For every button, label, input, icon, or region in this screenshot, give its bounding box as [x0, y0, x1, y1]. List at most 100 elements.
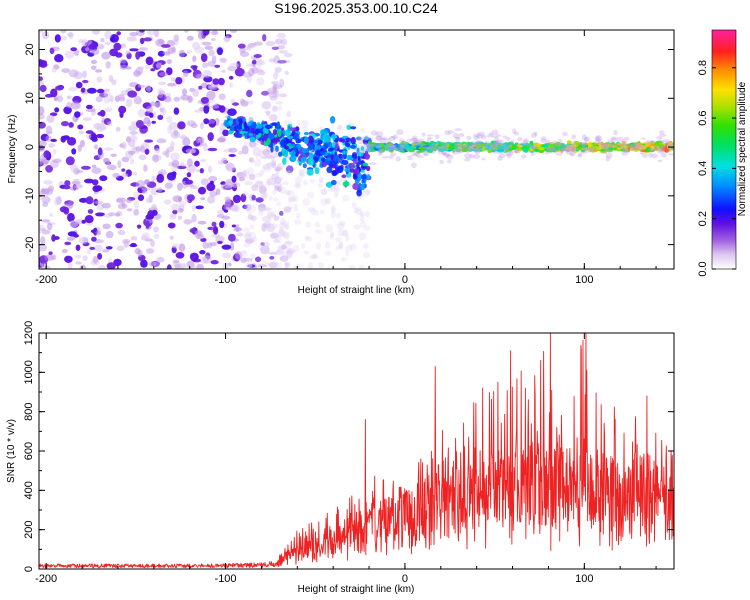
spectrogram-cell	[572, 147, 580, 151]
spectrogram-cell	[375, 131, 384, 138]
spectrogram-cell	[257, 264, 268, 268]
colorbar-axes: 0.0 0.2 0.4 0.6 0.8	[697, 29, 737, 277]
spectrogram-cell	[273, 137, 280, 143]
spectrogram-cell	[93, 244, 103, 252]
spectrogram-cell	[89, 246, 96, 250]
spectrogram-cell	[163, 199, 172, 205]
spectrogram-cell	[108, 212, 116, 216]
spectrogram-cell	[271, 46, 279, 50]
spectrogram-cell	[172, 259, 180, 264]
spectrogram-cell	[277, 244, 285, 251]
spectrogram-cell	[374, 145, 382, 149]
spectrogram-cell	[268, 196, 273, 201]
spectrogram-cell	[228, 154, 236, 157]
spectrogram-cell	[218, 105, 226, 113]
spectrogram-cell	[66, 95, 72, 100]
spectrogram-cell	[161, 44, 171, 48]
spectrogram-cell	[232, 194, 241, 204]
spectrogram-cell	[239, 131, 245, 135]
spectrogram-cell	[97, 264, 106, 269]
spectrogram-cell	[144, 148, 150, 155]
spectrogram-cell	[319, 209, 325, 214]
spectrogram-cell	[299, 172, 304, 179]
spectrogram-cell	[604, 147, 612, 152]
spectrogram-cell	[94, 200, 104, 205]
spectrogram-cell	[239, 51, 250, 57]
spectrogram-cell	[153, 226, 159, 233]
spectrogram-cell	[270, 260, 279, 268]
spectrogram-cell	[338, 242, 344, 250]
spectrogram-cell	[471, 147, 478, 150]
spectrogram-cell	[283, 150, 289, 158]
spectrogram-cell	[514, 148, 522, 153]
spectrogram-cell	[166, 146, 175, 152]
snr-y-tick-label: 0	[23, 566, 35, 572]
spectrogram-cell	[307, 143, 314, 151]
spectrogram-cell	[293, 264, 298, 269]
spectrogram-cell	[283, 145, 290, 150]
spectrogram-cell	[470, 141, 477, 145]
spectrogram-cell	[102, 249, 110, 253]
spectrogram-cell	[99, 175, 108, 182]
spectrogram-cell	[91, 167, 102, 175]
spectrogram-cell	[345, 234, 350, 242]
spectrogram-cell	[392, 134, 398, 140]
spectrogram-cell	[223, 204, 232, 211]
spectrogram-cell	[374, 143, 381, 148]
spectrogram-cell	[54, 54, 64, 63]
spectrogram-cell	[209, 242, 217, 247]
spectrogram-cell	[444, 130, 451, 136]
spectrogram-cell	[358, 265, 365, 269]
spectrogram-cell	[367, 137, 374, 140]
spectrogram-cell	[345, 137, 352, 142]
spectrogram-cell	[411, 142, 418, 148]
spectrogram-cell	[216, 214, 225, 218]
spectrogram-cell	[361, 179, 365, 184]
spectrogram-cell	[476, 133, 484, 139]
spectrogram-cell	[388, 136, 396, 142]
spectrogram-cell	[306, 168, 314, 176]
spectrogram-cell	[78, 39, 84, 44]
spectrogram-cell	[239, 98, 246, 106]
spectrogram-cell	[613, 129, 618, 136]
spectrogram-cell	[137, 84, 146, 88]
spectrogram-cell	[95, 212, 105, 217]
spectrogram-cell	[257, 209, 263, 216]
spectrogram-cell	[283, 206, 292, 213]
spectrogram-cell	[390, 152, 397, 156]
spectrogram-cell	[40, 188, 51, 194]
spectrogram-cell	[49, 47, 55, 55]
snr-x-axis-label: Height of straight line (km)	[298, 584, 415, 595]
spectrogram-cell	[235, 224, 240, 232]
spectrogram-cell	[267, 212, 273, 220]
spectrogram-cell	[39, 106, 45, 116]
spectrogram-cell	[207, 132, 214, 142]
spectrogram-cell	[75, 81, 83, 89]
spectrogram-x-tick-label: -100	[215, 274, 237, 286]
spectrogram-cell	[270, 210, 276, 218]
spectrogram-cell	[203, 118, 210, 125]
spectrogram-cell	[481, 157, 486, 161]
spectrogram-cell	[510, 139, 515, 145]
spectrogram-cell	[283, 232, 290, 240]
spectrogram-cell	[305, 221, 312, 228]
spectrogram-cell	[320, 198, 328, 206]
spectrogram-cell	[342, 150, 348, 155]
spectrogram-cell	[477, 131, 485, 137]
spectrogram-cell	[50, 138, 57, 142]
spectrogram-cell	[246, 260, 252, 268]
colorbar-tick-label: 0.6	[697, 110, 709, 125]
spectrogram-cell	[269, 96, 278, 101]
spectrogram-cell	[232, 102, 240, 106]
spectrogram-cell	[446, 154, 454, 160]
spectrogram-cell	[75, 261, 82, 265]
spectrogram-cell	[66, 102, 73, 109]
spectrogram-cell	[278, 229, 286, 237]
spectrogram-cell	[180, 161, 185, 166]
spectrogram-heatmap	[39, 30, 674, 269]
spectrogram-cell	[243, 180, 254, 186]
spectrogram-cell	[360, 169, 365, 173]
spectrogram-cell	[222, 252, 232, 259]
spectrogram-cell	[661, 146, 668, 152]
spectrogram-cell	[96, 88, 105, 94]
